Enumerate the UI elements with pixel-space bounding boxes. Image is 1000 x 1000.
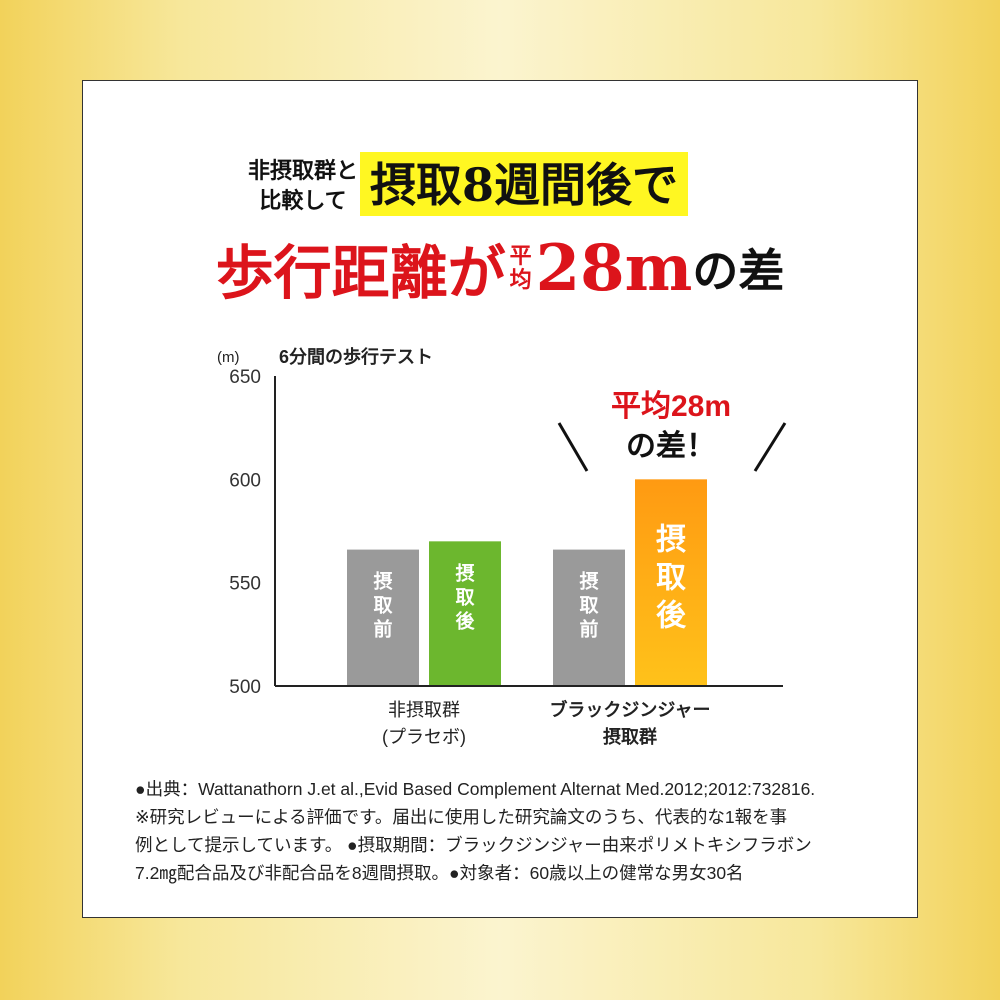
bar: 摂取後 — [635, 479, 707, 686]
highlight-headline: 摂取8週間後で — [360, 152, 689, 216]
bar-rect — [429, 541, 501, 686]
main-headline: 歩行距離が平均 28mの差 — [83, 226, 917, 308]
bar: 摂取後 — [429, 541, 501, 686]
y-tick-label: 650 — [229, 367, 261, 388]
annotation-slash-right — [753, 422, 787, 472]
y-tick-label: 500 — [229, 677, 261, 698]
main-headline-number: 28m — [535, 230, 693, 306]
comparison-line-1: 非摂取群と — [247, 158, 358, 184]
bar-rect — [347, 549, 419, 686]
footnote-source: ●出典：Wattanathorn J.et al.,Evid Based Com… — [135, 779, 816, 799]
y-tick-label: 550 — [229, 574, 261, 595]
bar-rect — [635, 479, 707, 686]
annotation-slash-left — [557, 422, 589, 472]
bar-label: 摂取前 — [373, 570, 392, 641]
group-label-line-1: ブラックジンジャー — [549, 699, 710, 720]
group-label-line-2: 摂取群 — [603, 726, 657, 747]
main-headline-prefix: 歩行距離が — [215, 239, 506, 307]
heikin-char-2: 均 — [509, 267, 532, 293]
annotation-line-1: 平均28m — [611, 390, 731, 423]
y-unit-label: (m) — [217, 349, 240, 366]
heikin-char-1: 平 — [509, 243, 532, 269]
bar-label: 摂取後 — [656, 523, 687, 632]
group-label-line-2: (プラセボ) — [382, 727, 466, 747]
comparison-note: 非摂取群と 比較して — [228, 156, 378, 216]
footnote-line-3: 例として提示しています。 ●摂取期間：ブラックジンジャー由来ポリメトキシフラボン — [135, 835, 812, 855]
footnote-line-4: 7.2㎎配合品及び非配合品を8週間摂取。●対象者：60歳以上の健常な男女30名 — [135, 863, 744, 883]
difference-annotation: 平均28m の差！ — [557, 390, 787, 472]
main-headline-suffix: の差 — [692, 244, 785, 298]
bars: 摂取前 摂取後 摂取前 摂取後 — [347, 479, 707, 686]
bar-label: 摂取前 — [579, 570, 598, 641]
y-tick-label: 600 — [229, 470, 261, 491]
footnote-line-2: ※研究レビューによる評価です。届出に使用した研究論文のうち、代表的な1報を事 — [135, 807, 788, 827]
heikin-label: 平均 — [508, 244, 534, 292]
bar-label: 摂取後 — [455, 561, 475, 632]
bar: 摂取前 — [553, 549, 625, 686]
bar-rect — [553, 549, 625, 686]
y-axis: 500 550 600 650 — [229, 367, 261, 698]
bar: 摂取前 — [347, 549, 419, 686]
content-panel: 非摂取群と 比較して 摂取8週間後で 歩行距離が平均 28mの差 (m) 6分間の… — [82, 80, 918, 918]
chart-title: 6分間の歩行テスト — [279, 346, 433, 367]
footnotes: ●出典：Wattanathorn J.et al.,Evid Based Com… — [135, 775, 895, 887]
group-label-line-1: 非摂取群 — [388, 700, 460, 720]
annotation-line-2: の差！ — [626, 430, 716, 463]
comparison-line-2: 比較して — [259, 188, 347, 214]
